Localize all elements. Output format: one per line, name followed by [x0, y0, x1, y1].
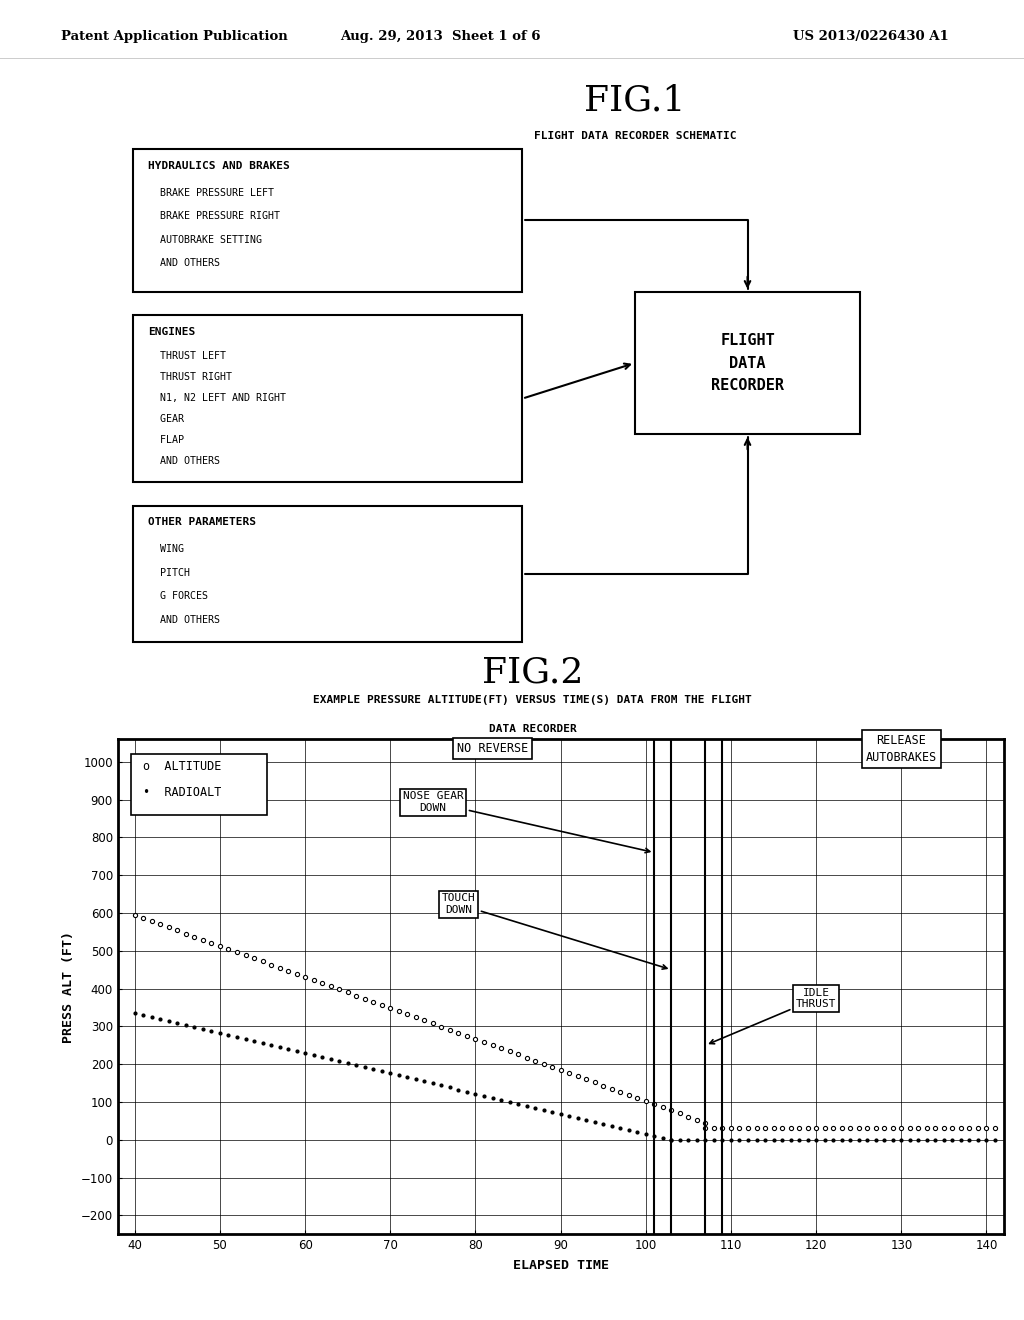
Text: PITCH: PITCH — [148, 568, 190, 578]
Text: RELEASE
AUTOBRAKES: RELEASE AUTOBRAKES — [865, 734, 937, 764]
Text: AUTOBRAKE SETTING: AUTOBRAKE SETTING — [148, 235, 262, 244]
Bar — [133, 506, 522, 642]
Text: THRUST LEFT: THRUST LEFT — [148, 351, 226, 362]
Text: FLIGHT
DATA
RECORDER: FLIGHT DATA RECORDER — [711, 333, 784, 393]
Text: WING: WING — [148, 544, 184, 554]
Text: BRAKE PRESSURE RIGHT: BRAKE PRESSURE RIGHT — [148, 211, 281, 222]
Text: o  ALTITUDE: o ALTITUDE — [143, 760, 221, 774]
Text: AND OTHERS: AND OTHERS — [148, 615, 220, 624]
Text: BRAKE PRESSURE LEFT: BRAKE PRESSURE LEFT — [148, 187, 274, 198]
Text: AND OTHERS: AND OTHERS — [148, 259, 220, 268]
Text: FIG.2: FIG.2 — [482, 655, 583, 689]
Text: GEAR: GEAR — [148, 414, 184, 424]
Bar — [130, 754, 267, 814]
Text: Patent Application Publication: Patent Application Publication — [61, 30, 288, 44]
Text: HYDRAULICS AND BRAKES: HYDRAULICS AND BRAKES — [148, 161, 290, 172]
Text: US 2013/0226430 A1: US 2013/0226430 A1 — [793, 30, 948, 44]
Text: N1, N2 LEFT AND RIGHT: N1, N2 LEFT AND RIGHT — [148, 393, 287, 403]
Text: FLIGHT DATA RECORDER SCHEMATIC: FLIGHT DATA RECORDER SCHEMATIC — [534, 131, 736, 141]
X-axis label: ELAPSED TIME: ELAPSED TIME — [513, 1259, 608, 1272]
Text: OTHER PARAMETERS: OTHER PARAMETERS — [148, 517, 256, 528]
Text: FIG.1: FIG.1 — [585, 84, 685, 117]
Bar — [635, 292, 860, 434]
Text: ENGINES: ENGINES — [148, 327, 196, 338]
Text: IDLE
THRUST: IDLE THRUST — [710, 987, 837, 1044]
Text: FLAP: FLAP — [148, 434, 184, 445]
Text: NO REVERSE: NO REVERSE — [457, 742, 528, 755]
Text: TOUCH
DOWN: TOUCH DOWN — [441, 894, 667, 969]
Text: EXAMPLE PRESSURE ALTITUDE(FT) VERSUS TIME(S) DATA FROM THE FLIGHT: EXAMPLE PRESSURE ALTITUDE(FT) VERSUS TIM… — [313, 694, 752, 705]
Text: Aug. 29, 2013  Sheet 1 of 6: Aug. 29, 2013 Sheet 1 of 6 — [340, 30, 541, 44]
Text: G FORCES: G FORCES — [148, 591, 209, 601]
Bar — [133, 149, 522, 292]
Text: NOSE GEAR
DOWN: NOSE GEAR DOWN — [402, 792, 650, 853]
Bar — [133, 315, 522, 482]
Text: AND OTHERS: AND OTHERS — [148, 455, 220, 466]
Text: THRUST RIGHT: THRUST RIGHT — [148, 372, 232, 381]
Text: DATA RECORDER: DATA RECORDER — [488, 723, 577, 734]
Text: •  RADIOALT: • RADIOALT — [143, 787, 221, 800]
Y-axis label: PRESS ALT (FT): PRESS ALT (FT) — [62, 931, 75, 1043]
